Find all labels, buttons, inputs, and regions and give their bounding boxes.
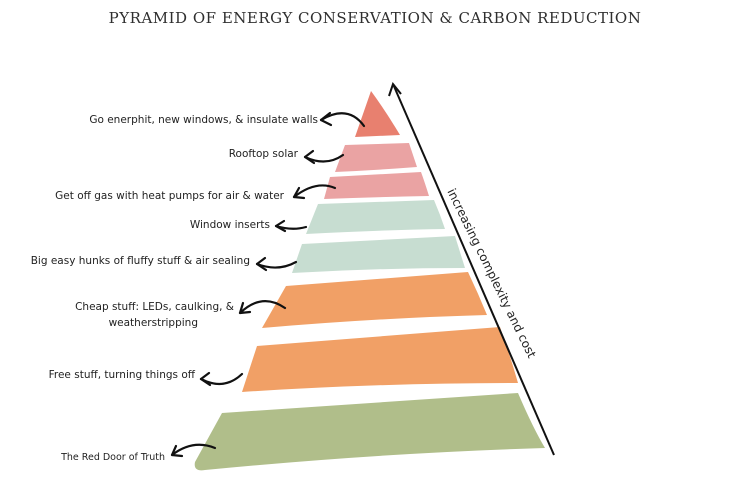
pyramid-layer-2 xyxy=(335,143,417,172)
arrowhead-red-door-icon xyxy=(170,444,184,458)
connector-arrows xyxy=(170,111,366,458)
label-cheap-stuff-line1: Cheap stuff: LEDs, caulking, & xyxy=(75,301,234,313)
arrow-red-door-icon xyxy=(170,443,217,457)
pyramid-layer-6 xyxy=(262,272,487,328)
label-enerphit: Go enerphit, new windows, & insulate wal… xyxy=(89,114,318,126)
arrowhead-cheap-stuff-icon xyxy=(238,301,252,315)
pyramid-layer-4 xyxy=(306,200,445,234)
arrowhead-free-stuff-icon xyxy=(199,371,212,387)
arrowhead-rooftop-solar-icon xyxy=(303,149,316,165)
pyramid-layer-1 xyxy=(355,91,400,137)
pyramid-layer-3 xyxy=(324,172,429,199)
label-rooftop-solar: Rooftop solar xyxy=(229,148,299,160)
pyramid-layer-7 xyxy=(242,327,518,392)
label-red-door: The Red Door of Truth xyxy=(60,452,165,463)
label-heat-pumps: Get off gas with heat pumps for air & wa… xyxy=(55,190,284,202)
pyramid xyxy=(194,91,545,471)
axis-arrowhead-icon xyxy=(388,81,402,97)
axis-line xyxy=(392,83,555,456)
pyramid-layer-5 xyxy=(292,236,465,273)
label-insulation-air-sealing: Big easy hunks of fluffy stuff & air sea… xyxy=(31,255,250,267)
labels: Go enerphit, new windows, & insulate wal… xyxy=(31,114,318,463)
arrowhead-enerphit-icon xyxy=(319,111,333,127)
label-free-stuff: Free stuff, turning things off xyxy=(49,369,196,381)
arrowhead-insulation-icon xyxy=(255,256,268,272)
pyramid-layer-8 xyxy=(194,393,545,471)
arrowhead-window-inserts-icon xyxy=(274,219,287,233)
arrow-heat-pumps-icon xyxy=(292,184,337,199)
label-cheap-stuff-line2: weatherstripping xyxy=(109,317,198,329)
label-window-inserts: Window inserts xyxy=(190,219,270,231)
arrow-cheap-stuff-icon xyxy=(238,300,287,315)
arrowhead-heat-pumps-icon xyxy=(292,186,306,200)
page-title: PYRAMID OF ENERGY CONSERVATION & CARBON … xyxy=(109,9,642,27)
